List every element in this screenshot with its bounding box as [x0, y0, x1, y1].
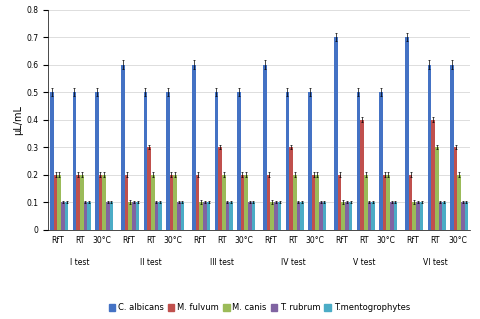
Bar	[177, 202, 180, 230]
Bar	[199, 202, 203, 230]
Bar	[109, 202, 113, 230]
Bar	[61, 202, 65, 230]
Text: VI test: VI test	[422, 258, 447, 267]
Bar	[368, 202, 371, 230]
Bar	[196, 174, 199, 230]
Bar	[87, 202, 91, 230]
Bar	[229, 202, 233, 230]
Bar	[50, 92, 54, 230]
Bar	[394, 202, 397, 230]
Bar	[155, 202, 158, 230]
Bar	[106, 202, 109, 230]
Bar	[286, 92, 289, 230]
Bar	[308, 92, 312, 230]
Bar	[315, 174, 319, 230]
Text: II test: II test	[140, 258, 162, 267]
Bar	[99, 174, 102, 230]
Bar	[278, 202, 281, 230]
Bar	[293, 174, 297, 230]
Bar	[431, 120, 435, 230]
Bar	[240, 174, 244, 230]
Bar	[360, 120, 364, 230]
Bar	[405, 37, 409, 230]
Bar	[416, 202, 420, 230]
Bar	[147, 147, 151, 230]
Bar	[125, 174, 129, 230]
Bar	[84, 202, 87, 230]
Bar	[80, 174, 84, 230]
Bar	[129, 202, 132, 230]
Text: III test: III test	[210, 258, 234, 267]
Bar	[158, 202, 162, 230]
Bar	[461, 202, 465, 230]
Bar	[222, 174, 226, 230]
Bar	[215, 92, 218, 230]
Bar	[76, 174, 80, 230]
Bar	[371, 202, 375, 230]
Y-axis label: μL/mL: μL/mL	[13, 105, 24, 135]
Bar	[465, 202, 468, 230]
Bar	[345, 202, 349, 230]
Bar	[95, 92, 99, 230]
Bar	[379, 92, 383, 230]
Bar	[151, 174, 155, 230]
Bar	[58, 174, 61, 230]
Text: I test: I test	[70, 258, 90, 267]
Bar	[450, 64, 454, 230]
Bar	[65, 202, 68, 230]
Bar	[334, 37, 338, 230]
Bar	[319, 202, 323, 230]
Bar	[218, 147, 222, 230]
Text: IV test: IV test	[280, 258, 305, 267]
Bar	[412, 202, 416, 230]
Bar	[386, 174, 390, 230]
Bar	[180, 202, 184, 230]
Bar	[297, 202, 300, 230]
Text: V test: V test	[353, 258, 375, 267]
Bar	[267, 174, 270, 230]
Bar	[263, 64, 267, 230]
Bar	[121, 64, 125, 230]
Bar	[237, 92, 240, 230]
Bar	[244, 174, 248, 230]
Bar	[349, 202, 352, 230]
Bar	[72, 92, 76, 230]
Bar	[169, 174, 173, 230]
Bar	[312, 174, 315, 230]
Bar	[289, 147, 293, 230]
Bar	[439, 202, 442, 230]
Bar	[390, 202, 394, 230]
Bar	[341, 202, 345, 230]
Bar	[166, 92, 169, 230]
Bar	[454, 147, 457, 230]
Bar	[248, 202, 252, 230]
Bar	[102, 174, 106, 230]
Bar	[207, 202, 210, 230]
Bar	[226, 202, 229, 230]
Bar	[338, 174, 341, 230]
Bar	[136, 202, 139, 230]
Bar	[357, 92, 360, 230]
Bar	[252, 202, 255, 230]
Bar	[173, 174, 177, 230]
Bar	[323, 202, 326, 230]
Bar	[192, 64, 196, 230]
Bar	[274, 202, 278, 230]
Bar	[54, 174, 58, 230]
Bar	[457, 174, 461, 230]
Bar	[300, 202, 304, 230]
Bar	[442, 202, 446, 230]
Legend: C. albicans, M. fulvum, M. canis, T. rubrum, T.mentogrophytes: C. albicans, M. fulvum, M. canis, T. rub…	[105, 300, 413, 315]
Bar	[132, 202, 136, 230]
Bar	[409, 174, 412, 230]
Bar	[383, 174, 386, 230]
Bar	[144, 92, 147, 230]
Bar	[364, 174, 368, 230]
Bar	[435, 147, 439, 230]
Bar	[428, 64, 431, 230]
Bar	[203, 202, 207, 230]
Bar	[420, 202, 423, 230]
Bar	[270, 202, 274, 230]
